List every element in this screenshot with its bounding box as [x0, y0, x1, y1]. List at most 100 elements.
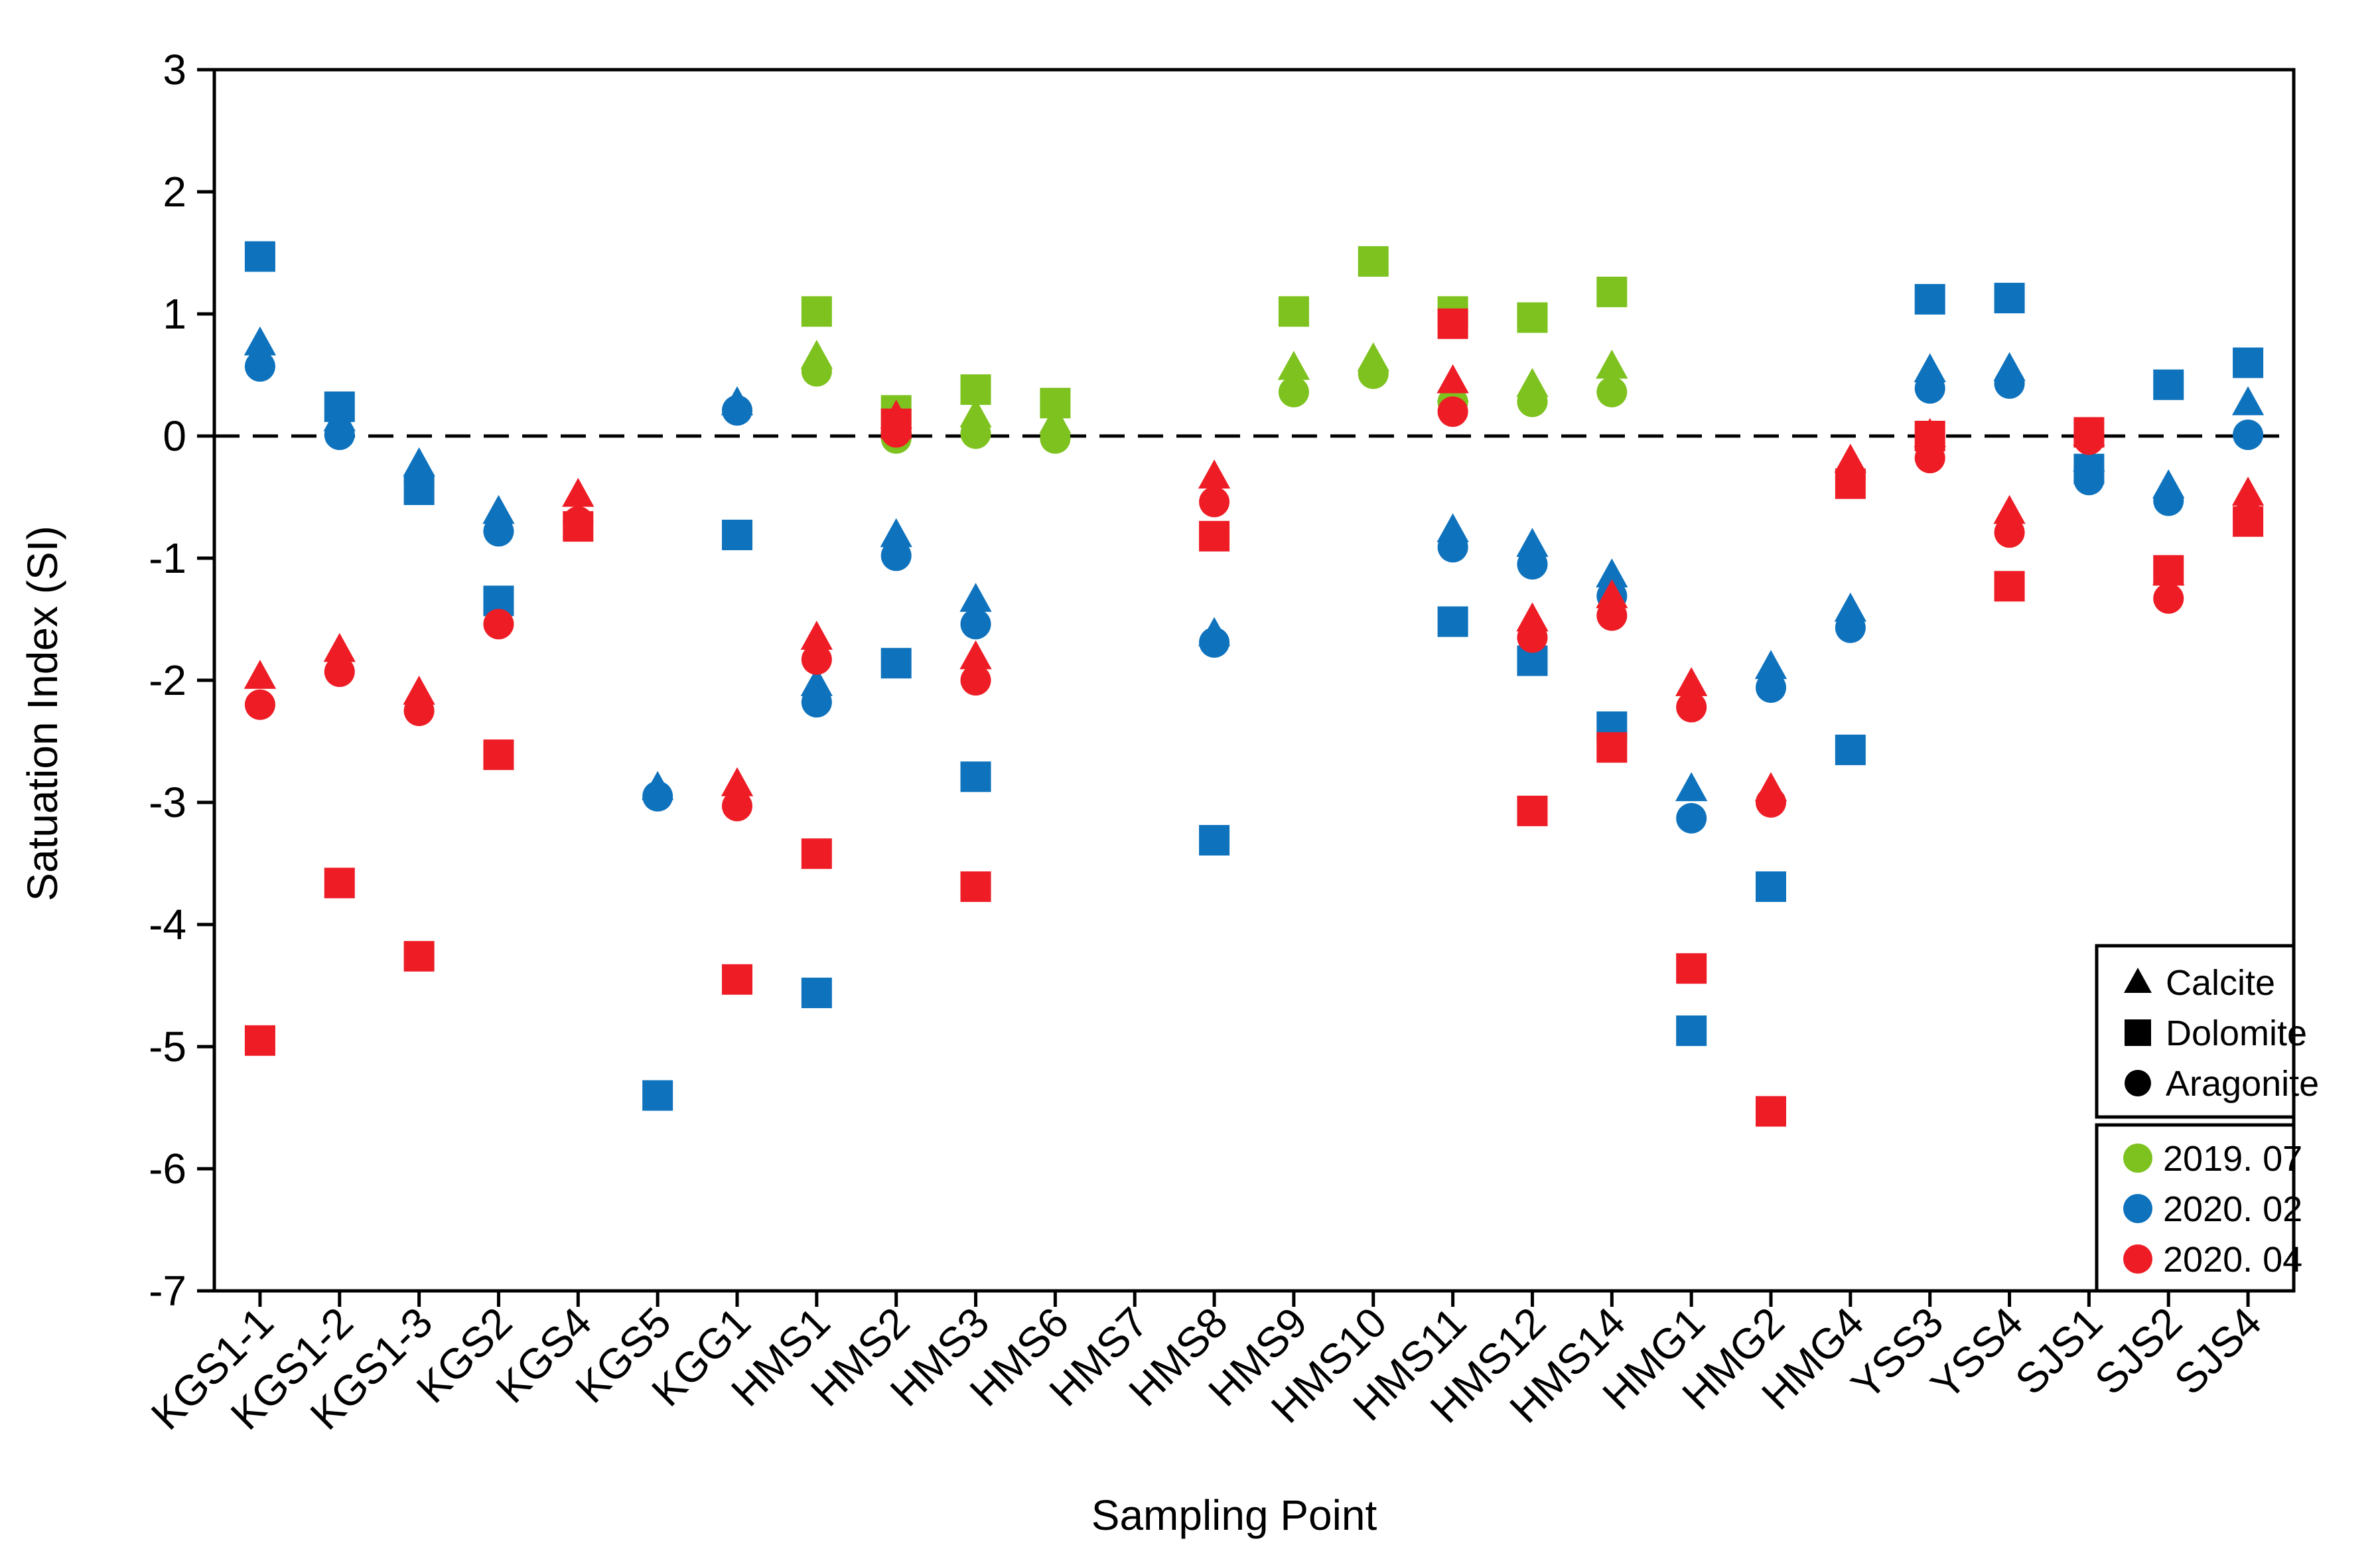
data-point-circle	[483, 516, 514, 547]
y-axis-label: Satuation Index (SI)	[19, 526, 66, 901]
data-points-layer	[244, 241, 2265, 1127]
data-point-circle	[801, 356, 832, 387]
series-circle-5	[244, 351, 2264, 834]
legend-marker-triangle	[2124, 967, 2152, 993]
legend-label-mineral: Aragonite	[2166, 1064, 2319, 1104]
data-point-square	[960, 871, 991, 902]
data-point-triangle	[1516, 602, 1549, 632]
data-point-square	[1676, 1015, 1707, 1047]
data-point-square	[1437, 606, 1468, 637]
legend-marker-period	[2123, 1194, 2152, 1223]
data-point-square	[1517, 795, 1548, 826]
data-point-circle	[801, 687, 832, 718]
data-point-circle	[1676, 692, 1707, 723]
data-point-circle	[960, 418, 991, 449]
data-point-square	[1437, 308, 1468, 339]
data-point-square	[880, 648, 912, 679]
data-point-triangle	[482, 494, 515, 524]
series-triangle-6	[244, 364, 2265, 802]
data-point-triangle	[1516, 528, 1549, 557]
y-tick-label: 1	[163, 290, 186, 338]
data-point-circle	[721, 790, 752, 822]
data-point-triangle	[959, 583, 992, 612]
data-point-square	[801, 838, 832, 869]
data-point-square	[324, 867, 355, 899]
data-point-circle	[1914, 373, 1945, 404]
data-point-circle	[1517, 549, 1548, 580]
data-point-square	[1278, 296, 1309, 327]
legend-label-period: 2020. 04	[2163, 1240, 2302, 1280]
data-point-circle	[1756, 787, 1787, 818]
data-point-square	[1676, 953, 1707, 984]
data-point-circle	[1994, 368, 2025, 399]
data-point-circle	[2073, 465, 2105, 496]
data-point-circle	[324, 419, 355, 451]
data-point-circle	[880, 417, 912, 448]
data-point-square	[721, 964, 752, 995]
data-point-square	[1517, 302, 1548, 333]
data-point-square	[721, 520, 752, 551]
data-point-triangle	[1754, 650, 1787, 680]
data-point-circle	[1676, 802, 1707, 834]
legend-marker-square	[2125, 1019, 2151, 1046]
data-point-circle	[403, 466, 435, 497]
data-point-square	[801, 296, 832, 327]
data-point-triangle	[1834, 592, 1867, 622]
data-point-triangle	[1198, 459, 1231, 489]
data-point-square	[2233, 347, 2264, 378]
data-point-circle	[1596, 600, 1628, 631]
data-point-circle	[1358, 358, 1389, 390]
data-point-triangle	[880, 518, 912, 548]
legend-marker-period	[2123, 1244, 2152, 1274]
data-point-circle	[244, 351, 275, 382]
data-point-square	[1596, 276, 1628, 307]
data-point-triangle	[2231, 386, 2265, 415]
data-point-circle	[1756, 672, 1787, 704]
data-point-triangle	[1277, 350, 1310, 380]
data-point-circle	[1040, 423, 1071, 454]
data-point-triangle	[1993, 494, 2026, 524]
x-axis-label: Sampling Point	[1091, 1491, 1377, 1539]
data-point-circle	[1437, 396, 1468, 427]
data-point-triangle	[244, 660, 277, 689]
data-point-triangle	[1914, 353, 1946, 382]
data-point-circle	[801, 644, 832, 675]
data-point-triangle	[1675, 772, 1708, 802]
data-point-square	[801, 978, 832, 1009]
data-point-circle	[1517, 386, 1548, 417]
data-point-circle	[1835, 463, 1866, 494]
series-circle-8	[244, 396, 2264, 822]
data-point-triangle	[1834, 443, 1867, 473]
data-point-circle	[2153, 583, 2184, 614]
data-point-square	[403, 940, 435, 972]
y-tick-label: 3	[163, 46, 186, 94]
data-point-square	[1199, 520, 1230, 552]
data-point-square	[1596, 732, 1628, 763]
data-point-square	[244, 241, 275, 272]
data-point-triangle	[323, 632, 356, 662]
data-point-square	[1994, 571, 2025, 602]
data-point-square	[642, 1080, 673, 1111]
data-point-triangle	[1596, 349, 1628, 379]
data-point-square	[1994, 283, 2025, 314]
data-point-circle	[563, 506, 594, 537]
data-point-triangle	[721, 767, 754, 796]
data-point-circle	[1199, 627, 1230, 658]
data-point-circle	[1517, 622, 1548, 653]
data-point-triangle	[959, 398, 992, 428]
data-point-triangle	[1596, 579, 1628, 609]
data-point-circle	[2233, 419, 2264, 451]
legend-label-mineral: Calcite	[2166, 963, 2275, 1003]
data-point-triangle	[1675, 667, 1708, 696]
data-point-square	[2153, 369, 2184, 400]
data-point-circle	[1994, 517, 2025, 548]
legend-marker-circle	[2125, 1070, 2151, 1096]
y-tick-label: -3	[149, 779, 186, 826]
data-point-circle	[2233, 501, 2264, 532]
data-point-triangle	[800, 667, 833, 696]
data-point-square	[1199, 825, 1230, 856]
legend-label-period: 2019. 07	[2163, 1139, 2302, 1179]
y-tick-label: -2	[149, 656, 186, 704]
data-point-circle	[2073, 424, 2105, 455]
